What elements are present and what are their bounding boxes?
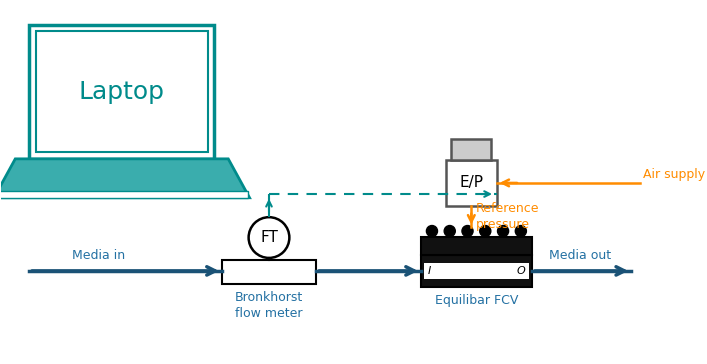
Bar	[446, 160, 497, 206]
Text: FT: FT	[260, 230, 278, 245]
Text: I: I	[427, 266, 431, 276]
Bar	[35, 31, 208, 153]
Circle shape	[462, 226, 473, 237]
Text: Air supply: Air supply	[643, 168, 705, 181]
Text: O: O	[517, 266, 525, 276]
Text: Laptop: Laptop	[78, 80, 165, 104]
Text: Equilibar FCV: Equilibar FCV	[435, 294, 518, 307]
Text: E/P: E/P	[460, 175, 484, 190]
Bar	[451, 139, 491, 160]
Bar	[29, 25, 214, 159]
Circle shape	[498, 226, 508, 237]
Bar	[421, 237, 532, 255]
Polygon shape	[0, 159, 250, 198]
Bar	[222, 260, 316, 284]
Polygon shape	[0, 191, 247, 198]
Text: Reference
pressure: Reference pressure	[476, 202, 539, 231]
Text: Media out: Media out	[549, 249, 611, 262]
Circle shape	[515, 226, 527, 237]
Text: Bronkhorst
flow meter: Bronkhorst flow meter	[235, 291, 303, 320]
Circle shape	[444, 226, 455, 237]
Circle shape	[480, 226, 491, 237]
Circle shape	[426, 226, 438, 237]
Circle shape	[249, 217, 289, 258]
Bar	[421, 255, 532, 286]
Text: Media in: Media in	[72, 249, 125, 262]
Bar	[423, 262, 529, 279]
